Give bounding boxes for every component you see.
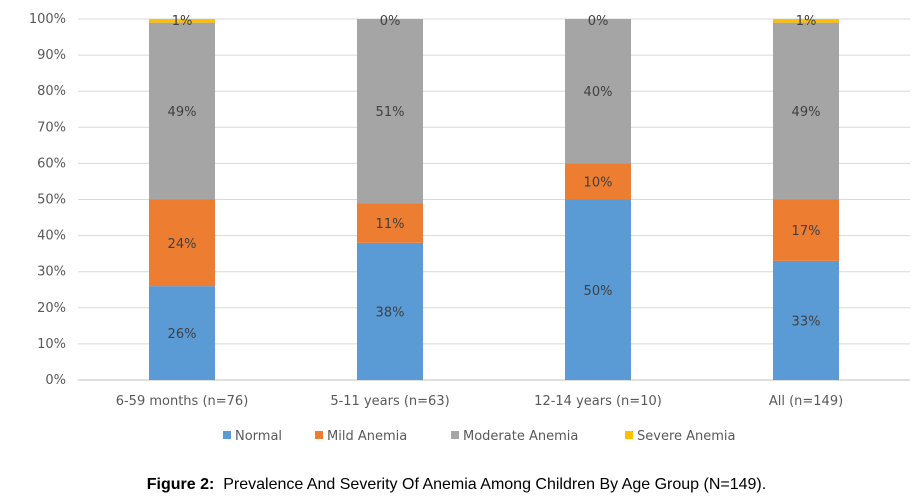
legend-swatch: [451, 431, 459, 439]
data-label: 1%: [172, 14, 193, 29]
bar-segment-mild-anemia: [773, 199, 839, 261]
bar-segment-normal: [149, 286, 215, 380]
data-label: 38%: [376, 305, 405, 320]
bar-segment-normal: [773, 260, 839, 380]
gridlines: [78, 18, 910, 381]
bar-segment-moderate-anemia: [773, 22, 839, 200]
data-label: 49%: [168, 105, 197, 120]
bars: [149, 19, 839, 380]
legend-swatch: [625, 431, 633, 439]
y-tick-label: 40%: [37, 229, 66, 244]
x-axis-categories: 6-59 months (n=76) 5-11 years (n=63) 12-14…: [116, 394, 843, 409]
figure-caption-prefix: Figure 2:: [146, 476, 215, 493]
y-tick-label: 100%: [29, 12, 66, 27]
legend: Normal Mild Anemia Moderate Anemia Severe A…: [223, 429, 736, 444]
legend-swatch: [223, 431, 231, 439]
bar-segment-moderate-anemia: [357, 19, 423, 204]
legend-label: Mild Anemia: [327, 429, 407, 444]
legend-label: Severe Anemia: [637, 429, 736, 444]
bar-segment-severe-anemia: [149, 19, 215, 23]
data-label: 50%: [584, 284, 613, 299]
figure-caption: Figure 2: Prevalence And Severity Of Ane…: [0, 476, 913, 494]
y-tick-label: 80%: [37, 84, 66, 99]
figure-caption-text: Prevalence And Severity Of Anemia Among …: [223, 476, 767, 493]
data-label: 33%: [792, 314, 821, 329]
bar-segment-mild-anemia: [565, 163, 631, 200]
data-labels: 26% 24% 49% 1% 38% 11% 51% 0% 50% 10% 40% 0% 33% 17% 4…: [168, 14, 821, 342]
data-label: 24%: [168, 237, 197, 252]
legend-item: Severe Anemia: [625, 429, 736, 444]
y-tick-label: 50%: [37, 193, 66, 208]
y-tick-label: 30%: [37, 265, 66, 280]
data-label: 11%: [376, 217, 405, 232]
y-axis-ticks: 0% 10% 20% 30% 40% 50% 60% 70% 80% 90% 100%: [29, 12, 66, 388]
bar-segment-mild-anemia: [357, 203, 423, 243]
data-label: 51%: [376, 105, 405, 120]
legend-item: Mild Anemia: [315, 429, 407, 444]
bar-segment-moderate-anemia: [565, 19, 631, 164]
data-label: 26%: [168, 327, 197, 342]
x-category-label: All (n=149): [769, 394, 843, 409]
bar-segment-normal: [565, 199, 631, 380]
x-category-label: 5-11 years (n=63): [330, 394, 449, 409]
data-label: 49%: [792, 105, 821, 120]
bar-segment-severe-anemia: [773, 19, 839, 23]
data-label: 1%: [796, 14, 817, 29]
bar-segment-mild-anemia: [149, 199, 215, 287]
data-label: 17%: [792, 224, 821, 239]
y-tick-label: 70%: [37, 120, 66, 135]
y-tick-label: 10%: [37, 337, 66, 352]
y-tick-label: 0%: [45, 373, 66, 388]
data-label: 0%: [588, 14, 609, 29]
legend-item: Normal: [223, 429, 282, 444]
y-tick-label: 20%: [37, 301, 66, 316]
data-label: 10%: [584, 175, 613, 190]
x-category-label: 12-14 years (n=10): [534, 394, 662, 409]
stacked-bar-chart: 0% 10% 20% 30% 40% 50% 60% 70% 80% 90% 100% 26% 24%…: [29, 12, 910, 444]
x-category-label: 6-59 months (n=76): [116, 394, 249, 409]
legend-label: Normal: [235, 429, 282, 444]
data-label: 40%: [584, 85, 613, 100]
y-tick-label: 90%: [37, 48, 66, 63]
y-tick-label: 60%: [37, 156, 66, 171]
bar-segment-moderate-anemia: [149, 22, 215, 200]
data-label: 0%: [380, 14, 401, 29]
legend-label: Moderate Anemia: [463, 429, 578, 444]
legend-swatch: [315, 431, 323, 439]
legend-item: Moderate Anemia: [451, 429, 578, 444]
bar-segment-normal: [357, 242, 423, 380]
